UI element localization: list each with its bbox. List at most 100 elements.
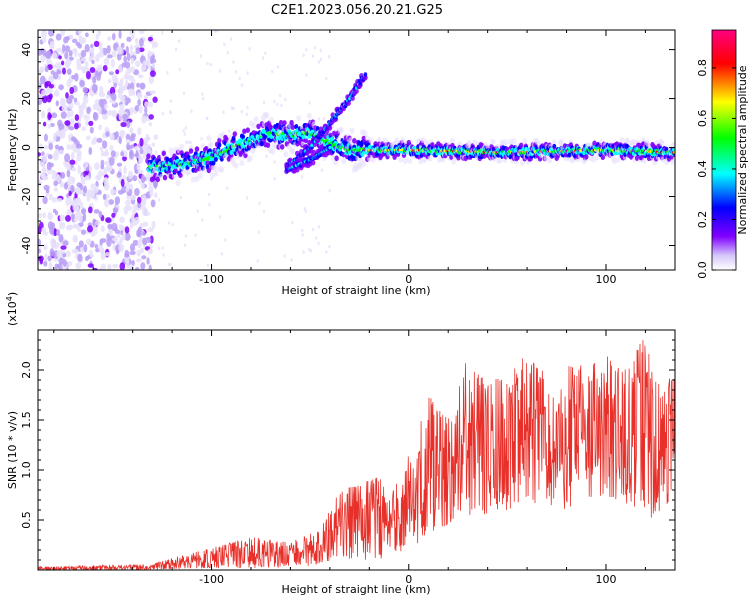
spectrogram-cell bbox=[311, 54, 315, 58]
spectrogram-cell bbox=[100, 248, 105, 255]
spectrogram-cell bbox=[43, 144, 49, 150]
spectrogram-cell bbox=[198, 172, 203, 179]
spectrogram-cell bbox=[122, 113, 129, 120]
spectrogram-cell bbox=[184, 234, 188, 238]
spectrogram-cell bbox=[302, 53, 305, 57]
spectrogram-cell bbox=[39, 258, 43, 265]
spectrogram-cell bbox=[41, 37, 47, 43]
spectrogram-cell bbox=[140, 205, 146, 211]
spectrogram-ticks: -100 0 100 -40 -20 0 20 40 bbox=[20, 30, 675, 286]
spectrogram-cell bbox=[104, 251, 111, 257]
spectrogram-cell bbox=[273, 176, 276, 181]
spectrogram-cell bbox=[148, 75, 155, 85]
spectrogram-cell bbox=[53, 257, 60, 262]
spectrogram-cell bbox=[75, 262, 82, 269]
spectrogram-cell bbox=[300, 175, 304, 179]
spectrogram-cell bbox=[56, 197, 63, 203]
spectrogram-cell bbox=[65, 214, 71, 222]
spectrogram-cell bbox=[129, 44, 134, 52]
spectrogram-cell bbox=[92, 76, 97, 84]
spectrogram-cell bbox=[94, 243, 98, 249]
spectrogram-cell bbox=[258, 201, 261, 206]
spectrogram-cell bbox=[50, 238, 56, 246]
spectrogram-cell bbox=[131, 259, 135, 266]
spectrogram-cell bbox=[231, 135, 236, 141]
spectrogram-cell bbox=[247, 155, 253, 162]
spectrogram-cell bbox=[107, 78, 112, 84]
spectrogram-cell bbox=[99, 85, 104, 95]
spectrogram-cell bbox=[48, 262, 53, 270]
spectrogram-cell bbox=[144, 101, 149, 108]
spectrogram-cell bbox=[80, 57, 87, 62]
spectrogram-cell bbox=[273, 160, 276, 164]
spectrogram-cell bbox=[108, 156, 115, 166]
spectrogram-y-tick-label: 20 bbox=[20, 92, 33, 106]
spectrogram-cell bbox=[325, 76, 328, 81]
colorbar-tick-label: 0.4 bbox=[696, 160, 709, 178]
snr-multiplier: (x104) bbox=[5, 292, 19, 326]
spectrogram-cell bbox=[352, 138, 357, 144]
spectrogram-cell bbox=[69, 34, 74, 40]
spectrogram-cell bbox=[224, 238, 227, 242]
spectrogram-cell bbox=[87, 189, 94, 196]
spectrogram-cell bbox=[217, 142, 222, 148]
spectrogram-cell bbox=[138, 37, 144, 47]
snr-series-line bbox=[38, 340, 675, 570]
spectrogram-cell bbox=[184, 126, 187, 130]
spectrogram-cell bbox=[134, 216, 140, 225]
spectrogram-cell bbox=[83, 185, 88, 194]
spectrogram-cell bbox=[74, 187, 81, 193]
spectrogram-cell bbox=[89, 126, 94, 134]
spectrogram-cell bbox=[134, 169, 139, 174]
spectrogram-cell bbox=[129, 127, 134, 134]
spectrogram-cell bbox=[140, 262, 146, 270]
spectrogram-cell bbox=[178, 67, 181, 72]
spectrogram-cell bbox=[104, 198, 110, 208]
spectrogram-cell bbox=[135, 149, 139, 159]
spectrogram-cell bbox=[121, 185, 127, 194]
spectrogram-cell bbox=[157, 246, 161, 251]
spectrogram-cell bbox=[124, 249, 130, 258]
spectrogram-cell bbox=[200, 136, 203, 141]
spectrogram-cell bbox=[206, 167, 211, 174]
spectrogram-cell bbox=[315, 236, 318, 240]
spectrogram-cell bbox=[95, 219, 101, 226]
spectrogram-cell bbox=[213, 156, 218, 162]
spectrogram-cell bbox=[62, 253, 67, 258]
spectrogram-cell bbox=[117, 81, 123, 87]
spectrogram-cell bbox=[125, 186, 130, 193]
spectrogram-cell bbox=[485, 143, 491, 150]
spectrogram-cell bbox=[240, 83, 244, 87]
spectrogram-cell bbox=[56, 263, 61, 269]
spectrogram-cell bbox=[153, 192, 158, 198]
snr-y-tick-label: 1.0 bbox=[20, 461, 33, 479]
spectrogram-cell bbox=[126, 259, 130, 269]
spectrogram-cell bbox=[82, 212, 87, 222]
spectrogram-cell bbox=[246, 105, 249, 110]
spectrogram-cell bbox=[136, 164, 141, 171]
spectrogram-cell bbox=[51, 52, 58, 59]
spectrogram-cell bbox=[129, 135, 136, 142]
spectrogram-cell bbox=[125, 199, 130, 208]
spectrogram-cell bbox=[211, 160, 216, 166]
spectrogram-cell bbox=[659, 140, 665, 147]
spectrogram-cell bbox=[46, 94, 52, 103]
colorbar-tick-label: 0.8 bbox=[696, 59, 709, 77]
spectrogram-cell bbox=[79, 79, 85, 87]
spectrogram-cell bbox=[85, 167, 90, 172]
spectrogram-cell bbox=[161, 150, 166, 157]
spectrogram-cell bbox=[133, 145, 140, 151]
spectrogram-cell bbox=[136, 82, 141, 88]
spectrogram-cell bbox=[242, 128, 247, 135]
spectrogram-cell bbox=[66, 169, 71, 178]
spectrogram-cell bbox=[173, 167, 178, 174]
spectrogram-cell bbox=[305, 48, 308, 52]
spectrogram-cell bbox=[53, 180, 58, 187]
spectrogram-cell bbox=[88, 147, 93, 155]
spectrogram-cell bbox=[112, 207, 119, 213]
spectrogram-cell bbox=[50, 222, 56, 229]
spectrogram-cell bbox=[269, 116, 274, 124]
spectrogram-cell bbox=[547, 157, 553, 164]
spectrogram-cell bbox=[264, 112, 270, 119]
spectrogram-cell bbox=[95, 33, 99, 40]
